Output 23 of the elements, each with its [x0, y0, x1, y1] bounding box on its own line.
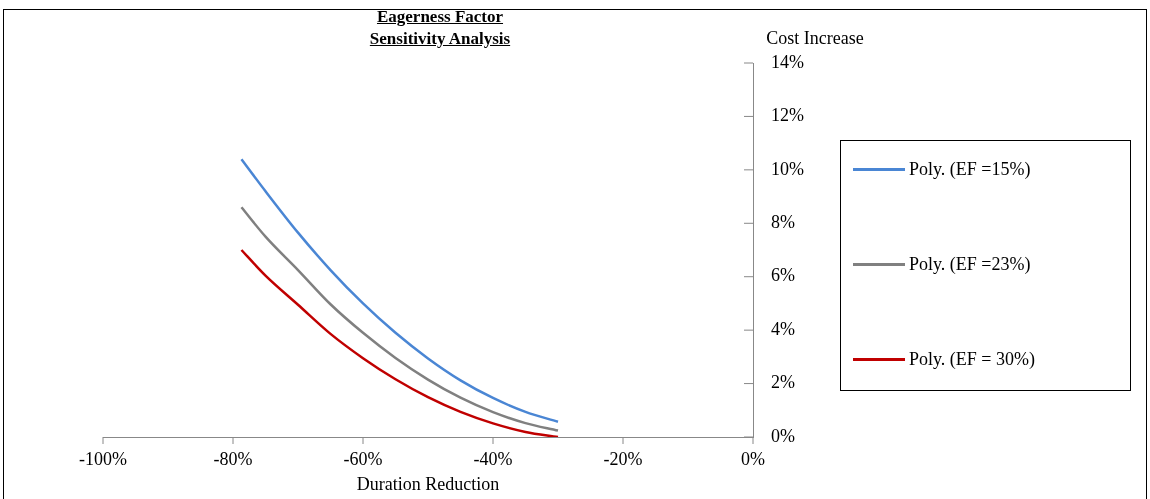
x-axis-title: Duration Reduction	[355, 474, 501, 495]
y-tick-label: 2%	[771, 372, 795, 393]
y-tick-label: 0%	[771, 425, 795, 446]
x-tick-label: -80%	[213, 448, 253, 469]
y-tick-label: 14%	[771, 51, 804, 72]
chart-title: Eagerness Factor Sensitivity Analysis	[368, 6, 512, 50]
y-axis-title: Cost Increase	[765, 28, 865, 49]
y-tick-label: 4%	[771, 318, 795, 339]
x-tick-label: -100%	[79, 448, 127, 469]
x-tick-label: -60%	[343, 448, 383, 469]
y-tick-label: 10%	[771, 158, 804, 179]
line-series	[240, 206, 560, 432]
x-tick-label: -40%	[473, 448, 513, 469]
x-tick-label: 0%	[741, 448, 765, 469]
x-tick-label: -20%	[603, 448, 643, 469]
line-series	[240, 157, 560, 424]
legend-label: Poly. (EF =23%)	[909, 254, 1031, 275]
line-series	[240, 248, 560, 437]
legend-label: Poly. (EF = 30%)	[909, 349, 1035, 370]
y-tick-label: 6%	[771, 265, 795, 286]
y-tick-label: 12%	[771, 105, 804, 126]
legend-label: Poly. (EF =15%)	[909, 159, 1031, 180]
y-tick-label: 8%	[771, 212, 795, 233]
